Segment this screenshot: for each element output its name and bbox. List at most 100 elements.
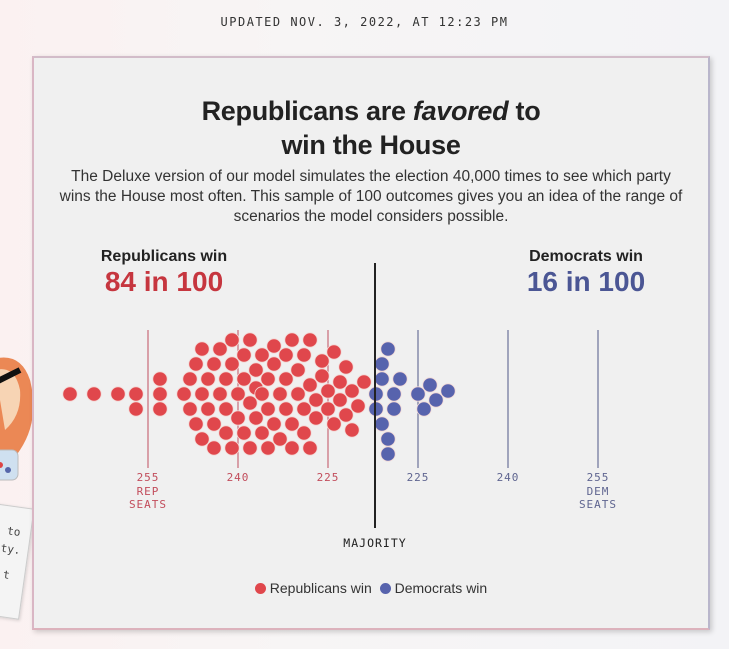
dem-outcome-dot [392,371,408,387]
rep-outcome-dot [344,383,360,399]
rep-outcome-dot [254,386,270,402]
legend-item-democrats: Democrats win [379,580,487,596]
dem-outcome-dot [416,401,432,417]
rep-outcome-dot [296,425,312,441]
dem-outcome-dot [422,377,438,393]
republicans-odds: Republicans win 84 in 100 [94,248,234,298]
dem-outcome-dot [380,341,396,357]
rep-outcome-dot [314,368,330,384]
rep-outcome-dot [254,347,270,363]
rep-outcome-dot [182,401,198,417]
rep-outcome-dot [152,401,168,417]
rep-outcome-dot [212,386,228,402]
rep-outcome-dot [212,341,228,357]
dem-tick-label: 255 [587,471,610,484]
rep-outcome-dot [266,338,282,354]
rep-tick-label: 240 [227,471,250,484]
rep-outcome-dot [338,359,354,375]
democrats-odds-label: Democrats win [529,248,643,265]
rep-outcome-dot [152,386,168,402]
rep-outcome-dot [320,401,336,417]
dem-tick-sublabel: DEM [587,485,610,498]
rep-outcome-dot [128,401,144,417]
rep-outcome-dot [218,371,234,387]
majority-label: MAJORITY [343,536,406,550]
dem-outcome-dot [374,371,390,387]
rep-outcome-dot [302,440,318,456]
rep-outcome-dot [284,416,300,432]
dem-outcome-dot [380,446,396,462]
rep-tick-label: 225 [317,471,340,484]
rep-outcome-dot [242,395,258,411]
rep-outcome-dot [314,353,330,369]
rep-outcome-dot [152,371,168,387]
rep-outcome-dot [200,401,216,417]
rep-outcome-dot [128,386,144,402]
rep-outcome-dot [332,374,348,390]
rep-outcome-dot [236,371,252,387]
legend-rep-dot-icon [254,583,266,594]
dem-outcome-dot [374,356,390,372]
rep-outcome-dot [272,431,288,447]
rep-outcome-dot [296,347,312,363]
rep-outcome-dot [224,356,240,372]
rep-outcome-dot [284,332,300,348]
rep-outcome-dot [194,341,210,357]
rep-outcome-dot [326,416,342,432]
dem-outcome-dot [428,392,444,408]
rep-outcome-dot [242,440,258,456]
rep-outcome-dot [236,347,252,363]
dem-tick-label: 225 [407,471,430,484]
legend-dem-dot-icon [379,583,391,594]
chart-description: The Deluxe version of our model simulate… [59,168,683,225]
rep-outcome-dot [260,401,276,417]
legend-item-republicans: Republicans win [254,580,372,596]
rep-outcome-dot [242,332,258,348]
rep-outcome-dot [236,425,252,441]
rep-outcome-dot [332,392,348,408]
rep-outcome-dot [326,344,342,360]
rep-outcome-dot [188,416,204,432]
rep-outcome-dot [86,386,102,402]
rep-outcome-dot [218,401,234,417]
rep-outcome-dot [260,371,276,387]
dem-outcome-dot [386,401,402,417]
rep-outcome-dot [182,371,198,387]
rep-outcome-dot [266,416,282,432]
rep-outcome-dot [254,425,270,441]
republicans-odds-value: 84 in 100 [104,266,224,297]
rep-outcome-dot [194,431,210,447]
decorative-note: to ty. t [0,502,35,620]
rep-outcome-dot [218,425,234,441]
dem-outcome-dot [410,386,426,402]
rep-outcome-dot [206,416,222,432]
rep-outcome-dot [194,386,210,402]
decorative-illustration [0,357,34,481]
rep-outcome-dot [260,440,276,456]
rep-outcome-dot [176,386,192,402]
rep-outcome-dot [350,398,366,414]
rep-outcome-dot [278,371,294,387]
rep-outcome-dot [266,356,282,372]
updated-timestamp: UPDATED NOV. 3, 2022, AT 12:23 PM [220,15,509,29]
rep-outcome-dot [248,410,264,426]
rep-outcome-dot [284,440,300,456]
rep-outcome-dot [338,407,354,423]
rep-outcome-dot [230,410,246,426]
rep-outcome-dot [188,356,204,372]
dem-tick-sublabel: SEATS [579,498,617,511]
rep-tick-sublabel: SEATS [129,498,167,511]
rep-outcome-dot [290,362,306,378]
democrats-odds-value: 16 in 100 [526,266,646,297]
chart-title: Republicans are favored to win the House [201,96,541,160]
rep-outcome-dot [308,410,324,426]
rep-outcome-dot [320,383,336,399]
rep-outcome-dot [200,371,216,387]
rep-outcome-dot [206,440,222,456]
rep-outcome-dot [248,362,264,378]
rep-outcome-dot [110,386,126,402]
dem-outcome-dot [380,431,396,447]
rep-outcome-dot [290,386,306,402]
forecast-card: Republicans are favored to win the House… [32,56,710,630]
